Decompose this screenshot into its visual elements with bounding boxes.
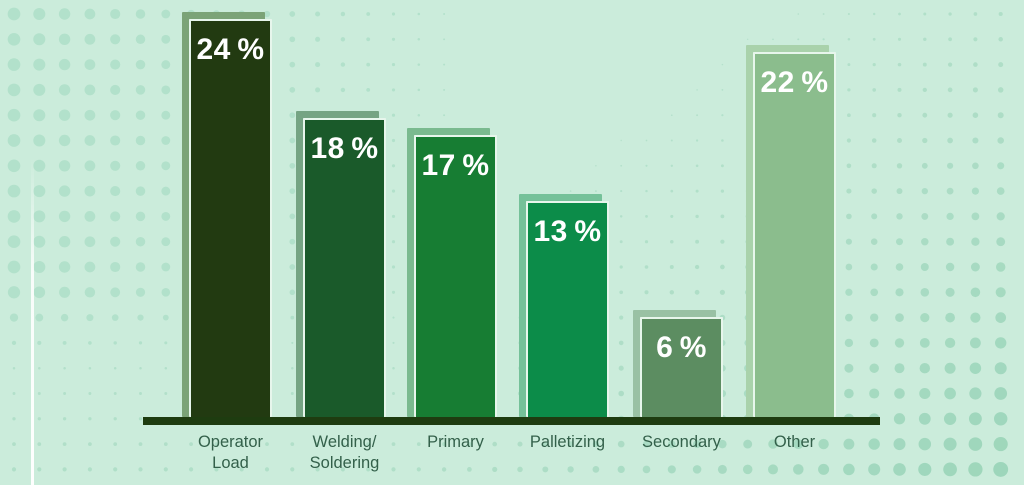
bar-palletizing: 13 % [526, 201, 609, 417]
bar-welding-soldering: 18 % [303, 118, 386, 417]
bar-value-label: 22 % [760, 66, 829, 99]
bar-group-welding-soldering: 18 % [296, 111, 386, 417]
category-label-line: Primary [427, 433, 484, 451]
category-label-line: Secondary [642, 433, 721, 451]
x-axis-line [143, 417, 880, 425]
bar-group-palletizing: 13 % [519, 194, 609, 417]
bar-value-label: 13 % [533, 215, 602, 248]
category-label-primary: Primary [381, 432, 531, 453]
category-label-secondary: Secondary [607, 432, 757, 453]
bar-group-secondary: 6 % [633, 310, 723, 417]
bar-value-label: 6 % [656, 331, 707, 364]
category-label-line: Operator [197, 433, 264, 451]
decorative-vertical-line [31, 158, 34, 485]
category-label-line: Welding/ [312, 433, 377, 451]
bar-value-label: 24 % [196, 33, 265, 66]
category-label-line: Palletizing [529, 433, 606, 451]
bar-other: 22 % [753, 52, 836, 417]
bar-group-primary: 17 % [407, 128, 497, 417]
category-label-operator-load: Operator Load [156, 432, 306, 474]
category-label-other: Other [720, 432, 870, 453]
bar-group-operator-load: 24 % [182, 12, 272, 417]
bar-secondary: 6 % [640, 317, 723, 417]
category-label-line: Load [212, 454, 249, 473]
bar-group-other: 22 % [746, 45, 836, 417]
category-label-palletizing: Palletizing [493, 432, 643, 453]
bar-value-label: 18 % [310, 132, 379, 165]
bar-primary: 17 % [414, 135, 497, 417]
category-label-welding-soldering: Welding/Soldering [270, 432, 420, 474]
category-label-line: Soldering [309, 454, 380, 473]
bar-operator-load: 24 % [189, 19, 272, 417]
bar-value-label: 17 % [421, 149, 490, 182]
category-label-line: Other [773, 433, 816, 451]
